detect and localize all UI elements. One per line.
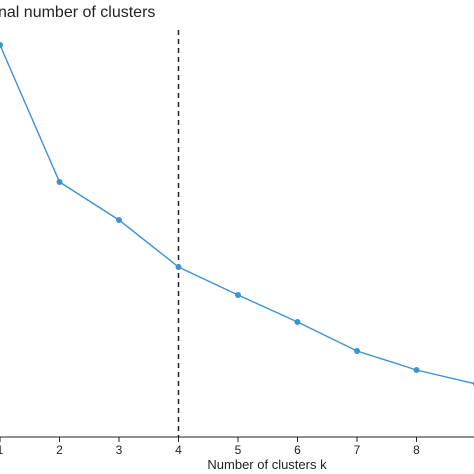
x-tick-label: 7 [354,443,361,457]
data-point [294,319,301,325]
data-point [175,264,182,270]
x-tick-label: 8 [413,443,420,457]
chart-title: nal number of clusters [0,4,155,21]
x-tick-label: 1 [0,443,4,457]
x-tick-label: 2 [56,443,63,457]
x-tick-label: 6 [294,443,301,457]
x-tick-label: 5 [235,443,242,457]
x-tick-label: 4 [175,443,182,457]
data-point [354,348,360,354]
data-point [56,179,63,185]
data-point [413,367,420,373]
x-axis-label: Number of clusters k [207,457,327,472]
data-point [235,292,241,298]
x-tick-label: 3 [116,443,123,457]
data-point [116,217,122,223]
data-point [0,42,3,48]
series-line [0,44,474,385]
